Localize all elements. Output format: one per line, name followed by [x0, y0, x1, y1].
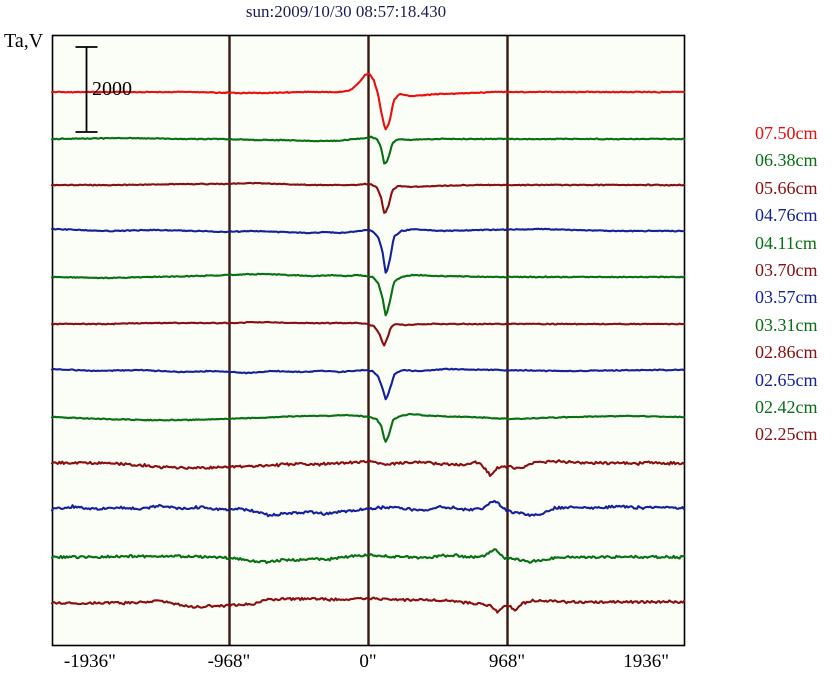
scalebar: [75, 46, 98, 133]
legend-item[interactable]: 02.25cm: [755, 424, 818, 445]
legend: 07.50cm 06.38cm 05.66cm 04.76cm 04.11cm 03.70…: [755, 120, 836, 449]
legend-item[interactable]: 02.65cm: [755, 369, 818, 390]
trace-03.31cm: [50, 412, 686, 443]
trace-06.38cm: [50, 135, 686, 165]
legend-item[interactable]: 03.31cm: [755, 314, 818, 335]
trace-05.66cm: [50, 181, 686, 214]
trace-04.11cm: [50, 272, 686, 317]
legend-item[interactable]: 03.70cm: [755, 260, 818, 281]
x-tick-label: 968": [488, 651, 526, 672]
trace-03.70cm: [50, 320, 686, 347]
trace-04.76cm: [50, 227, 686, 274]
legend-item[interactable]: 03.57cm: [755, 287, 818, 308]
legend-item[interactable]: 02.42cm: [755, 397, 818, 418]
trace-07.50cm: [50, 72, 686, 131]
x-tick-label: -1936": [63, 651, 116, 672]
trace-02.86cm: [50, 459, 686, 478]
x-tick-label: 0": [359, 651, 377, 672]
x-tick-label: 1936": [623, 651, 669, 672]
x-tick-label: -968": [207, 651, 251, 672]
legend-item[interactable]: 06.38cm: [755, 150, 818, 171]
legend-item[interactable]: 02.86cm: [755, 342, 818, 363]
trace-02.25cm: [50, 596, 686, 614]
legend-item[interactable]: 04.76cm: [755, 205, 818, 226]
y-axis-label: Ta,V: [4, 30, 44, 52]
page-title: sun:2009/10/30 08:57:18.430: [245, 2, 447, 21]
scalebar-label: 2000: [92, 78, 132, 100]
legend-item[interactable]: 07.50cm: [755, 123, 818, 143]
trace-02.65cm: [50, 499, 686, 518]
legend-item[interactable]: 05.66cm: [755, 177, 818, 198]
plot-frame: [51, 34, 686, 647]
trace-03.57cm: [50, 367, 686, 401]
legend-item[interactable]: 04.11cm: [755, 232, 817, 253]
trace-02.42cm: [50, 548, 686, 565]
